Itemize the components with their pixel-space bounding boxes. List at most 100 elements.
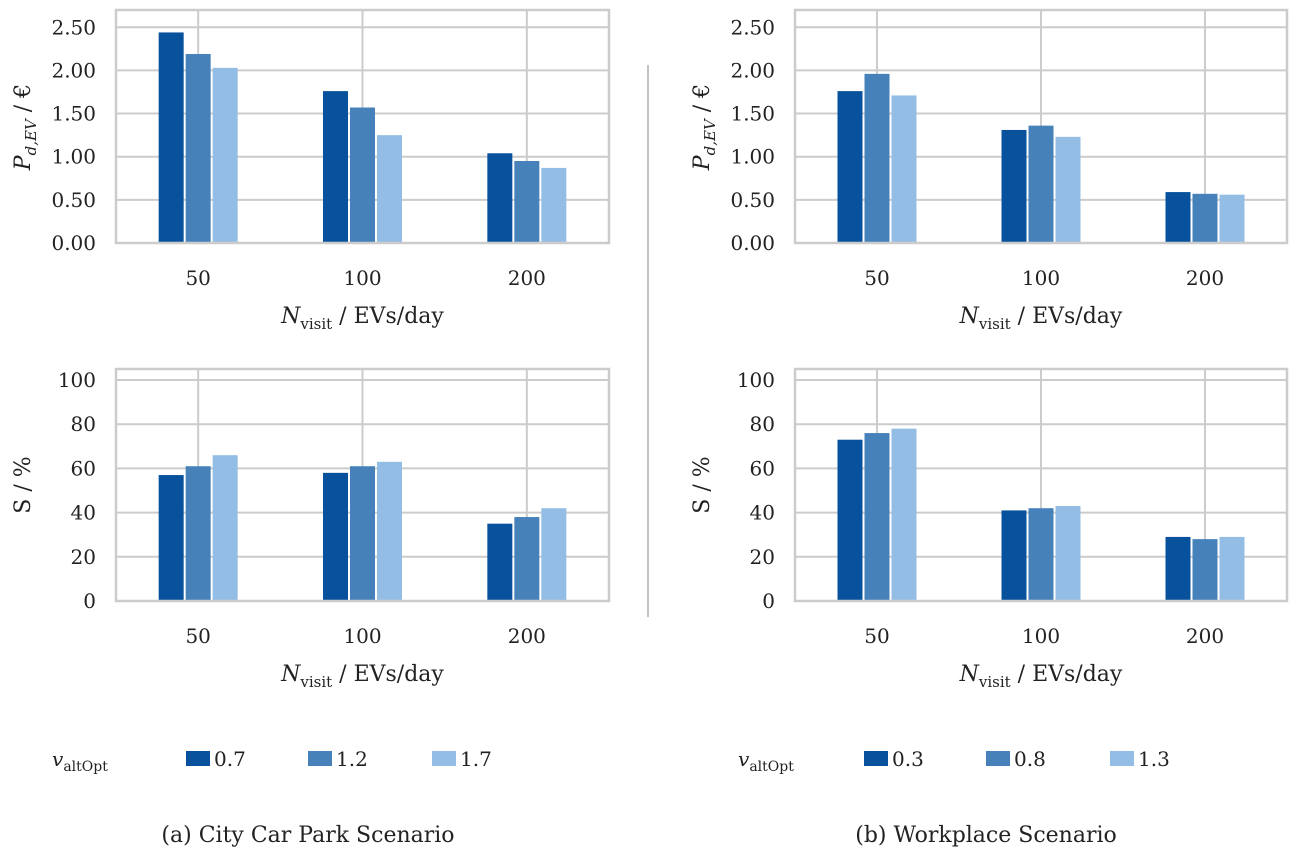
legend-swatch (1110, 751, 1134, 766)
bar (1165, 192, 1191, 243)
x-axis-label: Nvisit / EVs/day (280, 662, 444, 691)
chart-a-price: 0.00 0.50 1.00 1.50 2.00 2.50 50 100 200 Pd,EV / … (11, 8, 611, 333)
plot-frame (793, 367, 1289, 603)
y-tick-label: 1.50 (730, 102, 775, 126)
bar (1055, 136, 1081, 243)
legend-title: valtOpt (52, 747, 108, 775)
bar (185, 466, 211, 601)
x-tick-label: 100 (343, 266, 381, 290)
chart-b-price: 0.00 0.50 1.00 1.50 2.00 2.50 50 100 200 Pd,EV / … (690, 8, 1289, 333)
bar (212, 455, 238, 601)
bar (891, 95, 917, 243)
bar (837, 91, 863, 243)
y-tick-label: 60 (750, 456, 775, 480)
legend-swatch (308, 751, 332, 766)
legend-swatch (432, 751, 456, 766)
plot-frame (793, 8, 1289, 245)
bar (323, 91, 348, 243)
bar (1001, 129, 1027, 243)
y-axis-label: S / % (11, 456, 36, 513)
bar (377, 135, 402, 243)
bar (158, 32, 184, 243)
bar (158, 475, 184, 601)
legend-label: 1.3 (1138, 747, 1170, 771)
y-tick-label: 20 (71, 545, 96, 569)
y-tick-label: 0.50 (730, 188, 775, 212)
x-tick-label: 50 (185, 266, 210, 290)
y-axis-label: Pd,EV / € (11, 84, 40, 171)
legend-title: valtOpt (738, 747, 794, 775)
y-axis-label: Pd,EV / € (690, 84, 719, 171)
legend-swatch (986, 751, 1010, 766)
bar (323, 472, 348, 601)
bar (514, 161, 540, 243)
x-tick-label: 100 (343, 624, 381, 648)
bar (350, 107, 375, 243)
bar (377, 461, 402, 601)
x-tick-label: 100 (1022, 266, 1060, 290)
caption-b: (b) Workplace Scenario (855, 823, 1117, 848)
x-axis-label: Nvisit / EVs/day (280, 304, 444, 333)
y-tick-label: 1.00 (730, 145, 775, 169)
x-axis-label: Nvisit / EVs/day (959, 662, 1123, 691)
bar (1192, 193, 1218, 243)
bar (1192, 539, 1218, 601)
bar (891, 428, 917, 601)
y-tick-label: 1.50 (51, 102, 96, 126)
x-tick-label: 50 (864, 624, 889, 648)
bar (1028, 125, 1054, 243)
y-axis-label: S / % (690, 456, 715, 513)
chart-b-share: 0 20 40 60 80 100 50 100 200 S / % Nvisit / EVs/da… (690, 367, 1289, 691)
bar (1055, 505, 1081, 601)
y-tick-label: 60 (71, 456, 96, 480)
legend-label: 0.7 (214, 747, 246, 771)
y-tick-label: 0 (83, 589, 96, 613)
x-tick-label: 200 (508, 624, 546, 648)
plot-frame (114, 367, 611, 603)
y-tick-label: 2.50 (51, 15, 96, 39)
bar (212, 67, 238, 244)
bar (185, 54, 211, 244)
x-tick-label: 200 (1186, 624, 1224, 648)
bar (541, 167, 567, 243)
y-tick-label: 20 (750, 545, 775, 569)
bar (837, 439, 863, 601)
bar (1219, 536, 1245, 601)
legend-label: 1.2 (336, 747, 368, 771)
bar (1165, 536, 1191, 601)
y-tick-label: 40 (71, 501, 96, 525)
y-tick-label: 0 (762, 589, 775, 613)
chart-a-share: 0 20 40 60 80 100 50 100 200 S / % Nvisit / EVs/da… (11, 367, 611, 691)
x-tick-label: 200 (508, 266, 546, 290)
legend-swatch (864, 751, 888, 766)
y-tick-label: 40 (750, 501, 775, 525)
legend-label: 1.7 (460, 747, 492, 771)
y-tick-label: 2.00 (730, 58, 775, 82)
x-axis-label: Nvisit / EVs/day (959, 304, 1123, 333)
bar (864, 433, 890, 601)
bar (864, 73, 890, 244)
y-tick-label: 2.00 (51, 58, 96, 82)
y-tick-label: 2.50 (730, 15, 775, 39)
y-tick-label: 0.00 (730, 231, 775, 255)
legend-a: valtOpt 0.7 1.2 1.7 (52, 747, 492, 775)
y-tick-label: 0.50 (51, 188, 96, 212)
x-tick-label: 50 (185, 624, 210, 648)
legend-swatch (186, 751, 210, 766)
y-tick-label: 100 (737, 368, 775, 392)
caption-a: (a) City Car Park Scenario (161, 823, 454, 848)
x-tick-label: 200 (1186, 266, 1224, 290)
y-tick-label: 0.00 (51, 231, 96, 255)
bar (1028, 508, 1054, 601)
bar (514, 517, 540, 601)
legend-b: valtOpt 0.3 0.8 1.3 (738, 747, 1170, 775)
legend-label: 0.3 (892, 747, 924, 771)
bar (350, 466, 375, 601)
bar (1219, 194, 1245, 243)
y-tick-label: 80 (71, 412, 96, 436)
legend-label: 0.8 (1014, 747, 1046, 771)
bar (1001, 510, 1027, 601)
bar (541, 508, 567, 601)
y-tick-label: 80 (750, 412, 775, 436)
